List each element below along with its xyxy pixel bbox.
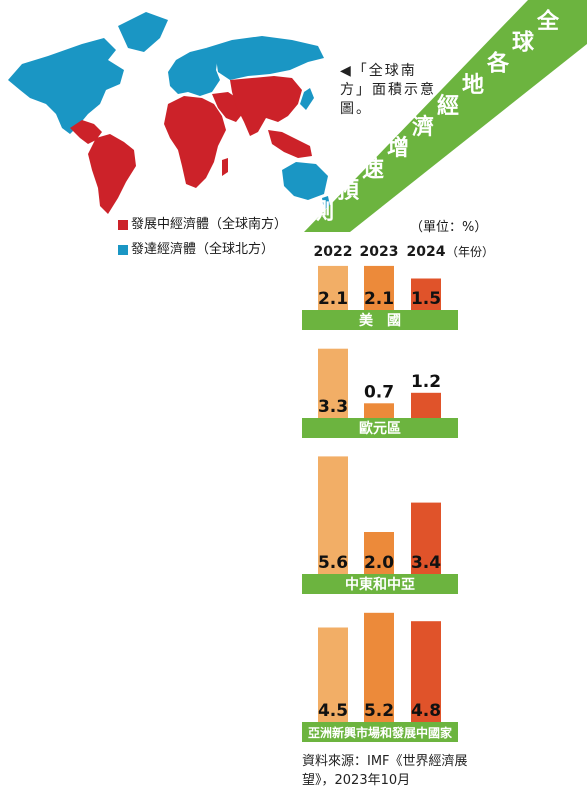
- greenland-shape: [118, 12, 168, 52]
- source-note: 資料來源：IMF《世界經濟展望》，2023年10月: [302, 754, 468, 788]
- region-band: [302, 574, 458, 594]
- year-label: 2022: [314, 244, 353, 260]
- legend-developing-label: 發展中經濟體（全球南方）: [131, 217, 288, 232]
- headline-char: 增: [387, 135, 409, 161]
- bar-value-label: 0.7: [364, 382, 394, 402]
- bar-2024: [411, 278, 441, 310]
- region-band: [302, 418, 458, 438]
- bar-2022: [318, 627, 348, 722]
- region-name: 歐元區: [359, 420, 401, 437]
- russia-shape: [206, 36, 324, 80]
- bar-value-label: 4.8: [411, 701, 441, 721]
- developing-regions: [70, 76, 312, 214]
- region-name: 亞洲新興市場和發展中國家: [308, 725, 453, 740]
- headline-char: 全: [536, 9, 560, 35]
- headline-char: 球: [512, 31, 535, 56]
- europe-shape: [168, 48, 220, 96]
- bar-2024: [411, 502, 441, 574]
- bar-value-label: 3.3: [318, 397, 348, 417]
- bar-value-label: 1.5: [411, 289, 441, 309]
- asia-south-shape: [230, 76, 302, 136]
- bar-2023: [364, 612, 394, 722]
- banner-stripe: [304, 0, 587, 232]
- x-axis-label: （年份）: [446, 245, 494, 259]
- bar-value-label: 5.6: [318, 553, 348, 573]
- africa-shape: [164, 96, 226, 188]
- bar-2023: [364, 265, 394, 310]
- bar-2023: [364, 532, 394, 574]
- bar-2023: [364, 403, 394, 418]
- bar-value-label: 4.5: [318, 701, 348, 721]
- north-america-shape: [8, 38, 124, 134]
- region-band: [302, 722, 458, 742]
- legend-developed-label: 發達經濟體（全球北方）: [131, 242, 275, 257]
- bar-2024: [411, 392, 441, 418]
- bar-2022: [318, 348, 348, 418]
- region-band: [302, 310, 458, 330]
- bar-2022: [318, 265, 348, 310]
- australia-shape: [282, 162, 328, 200]
- legend-developing: 發展中經濟體（全球南方）: [118, 212, 287, 237]
- headline-char: 速: [362, 156, 384, 182]
- southeast-asia-shape: [268, 130, 312, 158]
- central-america-shape: [70, 120, 102, 144]
- bar-2022: [318, 456, 348, 574]
- region-name: 美 國: [359, 312, 401, 329]
- bar-value-label: 2.1: [364, 289, 394, 309]
- bar-value-label: 3.4: [411, 553, 441, 573]
- region-name: 中東和中亞: [345, 576, 415, 593]
- bar-value-label: 1.2: [411, 372, 441, 392]
- headline-char: 測: [312, 200, 334, 225]
- legend-developed: 發達經濟體（全球北方）: [118, 237, 287, 262]
- madagascar-shape: [222, 158, 228, 176]
- developed-swatch: [118, 244, 128, 255]
- headline-char: 各: [486, 51, 510, 77]
- new-zealand-shape: [322, 196, 330, 210]
- year-label: 2023: [360, 244, 399, 260]
- headline-char: 地: [462, 73, 484, 98]
- developing-swatch: [118, 219, 128, 230]
- bar-value-label: 2.0: [364, 553, 394, 573]
- south-america-shape: [88, 134, 136, 214]
- headline-char: 濟: [412, 114, 434, 140]
- japan-shape: [300, 88, 314, 110]
- world-map: [8, 12, 330, 214]
- bar-value-label: 5.2: [364, 701, 394, 721]
- map-note: ◀「全球南方」面積示意圖。: [340, 63, 436, 117]
- map-legend: 發展中經濟體（全球南方） 發達經濟體（全球北方）: [118, 212, 287, 262]
- year-label: 2024: [407, 244, 446, 260]
- bar-2024: [411, 621, 441, 722]
- unit-label: （單位：%）: [410, 220, 488, 235]
- bar-value-label: 2.1: [318, 289, 348, 309]
- headline-char: 經: [437, 93, 459, 119]
- headline-char: 預: [337, 178, 360, 203]
- developed-regions: [8, 12, 330, 210]
